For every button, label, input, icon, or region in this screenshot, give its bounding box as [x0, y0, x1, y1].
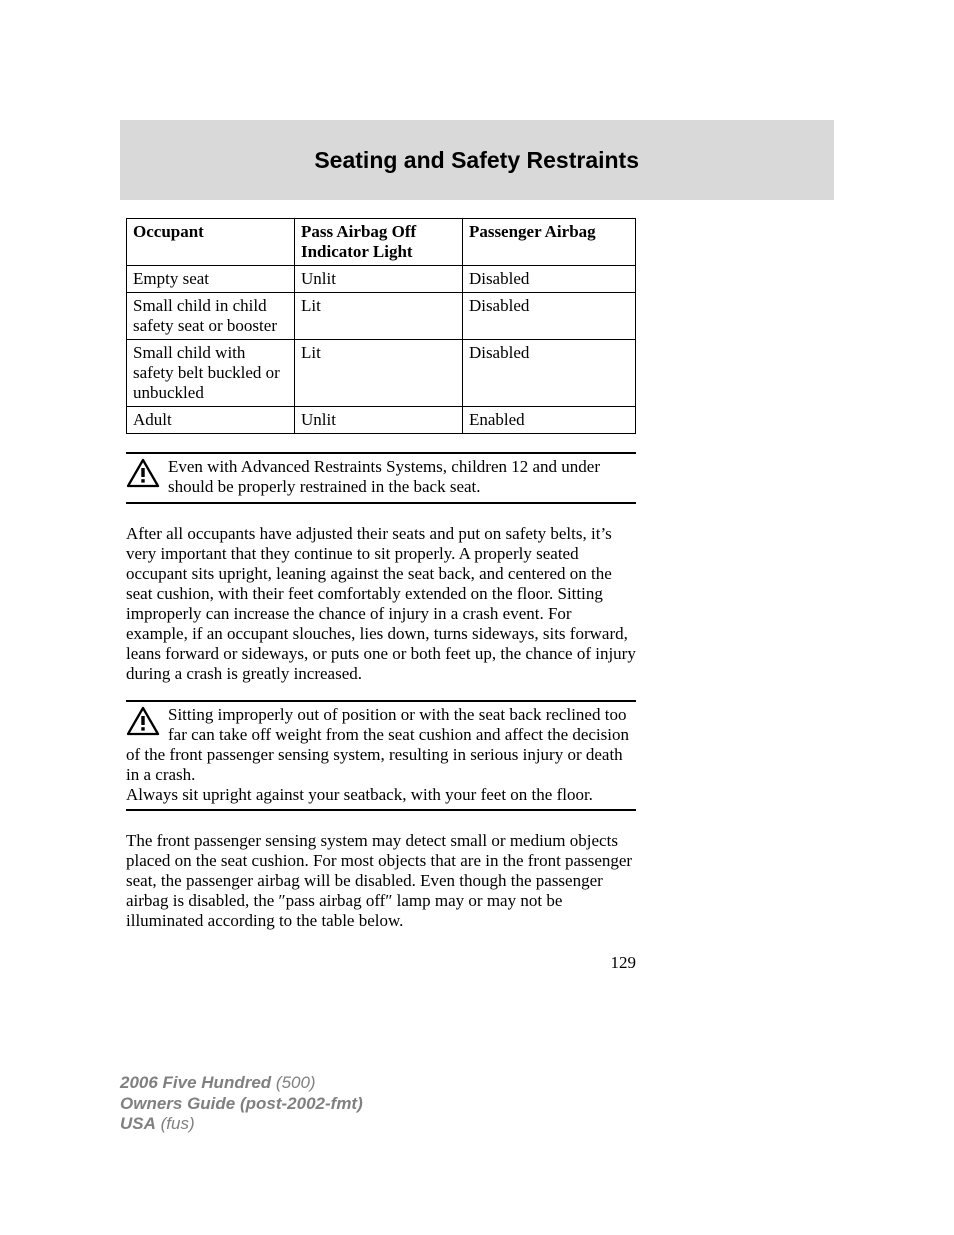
table-cell: Disabled	[462, 293, 635, 340]
warning-block: Sitting improperly out of position or wi…	[126, 700, 636, 811]
occupant-table: Occupant Pass Airbag Off Indicator Light…	[126, 218, 636, 434]
warning-block: Even with Advanced Restraints Systems, c…	[126, 452, 636, 503]
content-area: Occupant Pass Airbag Off Indicator Light…	[126, 218, 636, 931]
table-cell: Small child in child safety seat or boos…	[127, 293, 295, 340]
table-row: Small child with safety belt buckled or …	[127, 340, 636, 407]
table-header-cell: Occupant	[127, 219, 295, 266]
section-title: Seating and Safety Restraints	[314, 147, 639, 174]
body-paragraph: The front passenger sensing system may d…	[126, 831, 636, 931]
table-cell: Lit	[294, 293, 462, 340]
footer-guide: 2006 Five Hundred (500) Owners Guide (po…	[120, 1073, 363, 1135]
table-cell: Adult	[127, 407, 295, 434]
table-row: Empty seat Unlit Disabled	[127, 266, 636, 293]
table-cell: Empty seat	[127, 266, 295, 293]
table-cell: Unlit	[294, 266, 462, 293]
table-row: Adult Unlit Enabled	[127, 407, 636, 434]
warning-text: Sitting improperly out of position or wi…	[126, 705, 629, 784]
page: Seating and Safety Restraints Occupant P…	[0, 0, 954, 1235]
warning-text: Always sit upright against your seatback…	[126, 785, 593, 804]
table-header-cell: Pass Airbag Off Indicator Light	[294, 219, 462, 266]
table-cell: Unlit	[294, 407, 462, 434]
section-header-bar: Seating and Safety Restraints	[120, 120, 834, 200]
table-header-cell: Passenger Airbag	[462, 219, 635, 266]
table-cell: Disabled	[462, 340, 635, 407]
table-cell: Disabled	[462, 266, 635, 293]
table-cell: Lit	[294, 340, 462, 407]
footer-region-code: (fus)	[161, 1114, 195, 1133]
footer-region: USA	[120, 1114, 156, 1133]
table-row: Small child in child safety seat or boos…	[127, 293, 636, 340]
warning-icon	[126, 458, 160, 488]
footer-model-code: (500)	[276, 1073, 316, 1092]
table-cell: Small child with safety belt buckled or …	[127, 340, 295, 407]
footer-model: 2006 Five Hundred	[120, 1073, 271, 1092]
warning-icon	[126, 706, 160, 736]
table-header-row: Occupant Pass Airbag Off Indicator Light…	[127, 219, 636, 266]
footer-line: 2006 Five Hundred (500)	[120, 1073, 363, 1094]
body-paragraph: After all occupants have adjusted their …	[126, 524, 636, 684]
footer-line: USA (fus)	[120, 1114, 363, 1135]
table-cell: Enabled	[462, 407, 635, 434]
warning-text: Even with Advanced Restraints Systems, c…	[168, 457, 600, 496]
footer-line: Owners Guide (post-2002-fmt)	[120, 1094, 363, 1115]
page-number: 129	[126, 953, 636, 973]
